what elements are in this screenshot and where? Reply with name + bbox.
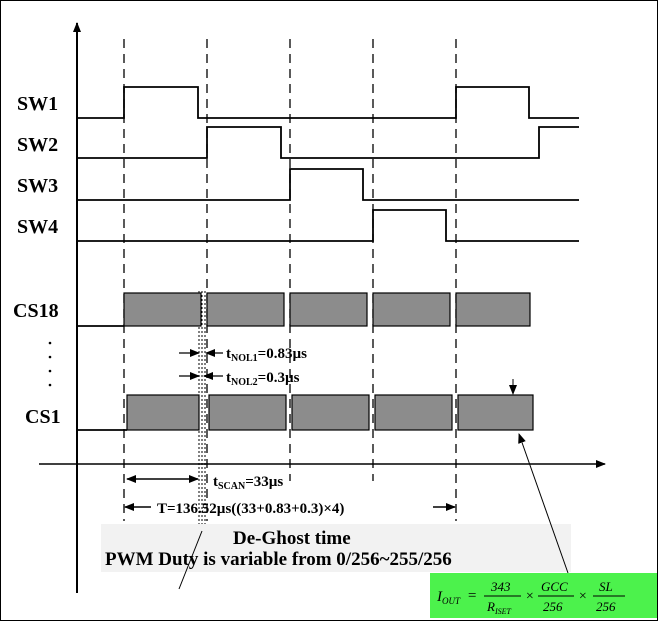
caption-background [101, 524, 571, 572]
formula-times2: × [578, 589, 587, 604]
iout-formula: IOUT = 343 RISET × GCC 256 × SL 256 [436, 579, 625, 616]
sw1-label: SW1 [17, 93, 58, 115]
formula-times1: × [525, 589, 534, 604]
sw3-waveform [77, 168, 579, 201]
cs1-pulse-5 [457, 394, 534, 431]
cs1-label: CS1 [25, 406, 61, 428]
cs1-pulses [126, 394, 534, 431]
formula-den1: RISET [486, 599, 512, 616]
cs18-pulse-4 [372, 292, 451, 327]
formula-num3: SL [599, 579, 613, 594]
formula-num2: GCC [541, 579, 568, 594]
tscan-label: tSCAN=33µs [213, 474, 283, 492]
cs1-pulse-3 [291, 394, 370, 431]
cs18-pulse-2 [206, 292, 285, 327]
sw2-label: SW2 [17, 134, 58, 156]
sw2-waveform [77, 126, 579, 159]
formula-num1: 343 [490, 579, 511, 594]
tnol2-label: tNOL2=0.3µs [226, 370, 300, 388]
cs18-label: CS18 [13, 300, 59, 322]
tnol1-label: tNOL1=0.83µs [226, 346, 307, 364]
deghost-markers [198, 291, 206, 536]
deghost-label: De-Ghost time [233, 528, 351, 549]
formula-lhs: IOUT [436, 589, 461, 606]
pwm-duty-label: PWM Duty is variable from 0/256~255/256 [105, 549, 452, 570]
cs1-pulse-4 [374, 394, 453, 431]
cs1-pulse-2 [208, 394, 287, 431]
cs18-pulse-3 [289, 292, 368, 327]
sw1-waveform [77, 86, 579, 119]
sw3-label: SW3 [17, 175, 58, 197]
formula-equals: = [467, 588, 477, 604]
cs18-pulse-5 [455, 292, 531, 327]
sw4-waveform [77, 209, 579, 242]
vertical-ellipsis [48, 341, 52, 387]
formula-leader [518, 433, 569, 574]
period-label: T=136.52µs((33+0.83+0.3)×4) [157, 501, 344, 517]
formula-den3: 256 [596, 599, 616, 614]
cs18-pulse-1 [123, 292, 202, 327]
cs18-pulses [123, 292, 531, 327]
sw4-label: SW4 [17, 216, 58, 238]
deghost-leader [178, 530, 203, 590]
cs1-pulse-1 [126, 394, 200, 431]
time-markers [123, 39, 457, 521]
formula-den2: 256 [543, 599, 563, 614]
